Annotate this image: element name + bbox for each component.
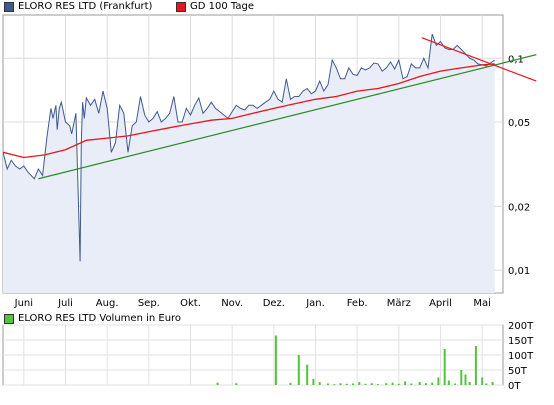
volume-bar (216, 382, 219, 385)
y-tick-label: 0,01 (508, 266, 530, 277)
x-tick-label: Mai (473, 298, 491, 309)
volume-bar (289, 382, 292, 385)
volume-bar (481, 377, 484, 385)
x-tick-label: Nov. (221, 298, 243, 309)
volume-bar (327, 383, 329, 385)
trendline (421, 37, 537, 82)
x-tick-label: Juni (14, 298, 33, 309)
volume-y-tick-label: 150T (508, 336, 534, 347)
volume-bar (345, 383, 348, 385)
volume-bar (410, 383, 413, 385)
volume-bar (397, 383, 400, 385)
volume-bar (454, 383, 457, 385)
volume-bar (418, 382, 421, 385)
volume-bar (391, 382, 394, 385)
volume-bar (318, 382, 321, 385)
trendline (38, 54, 537, 180)
x-tick-label: Dez. (263, 298, 285, 309)
legend-volume: ELORO RES LTD Volumen in Euro (4, 313, 181, 325)
volume-bar (306, 364, 309, 385)
volume-bar (364, 383, 367, 385)
x-tick-label: Okt. (180, 298, 201, 309)
volume-bar (447, 380, 450, 385)
volume-bar (443, 349, 446, 385)
volume-bar (474, 346, 477, 385)
legend-label-ma: GD 100 Tage (190, 1, 254, 12)
volume-bar (312, 379, 315, 385)
volume-y-tick-label: 200T (508, 321, 534, 332)
legend-swatch-price (4, 2, 14, 12)
x-tick-label: Sep. (138, 298, 160, 309)
ma-line (3, 63, 495, 159)
price-line (3, 33, 495, 262)
price-chart: Juni Juli Aug. Sep. Okt. Nov. Dez. Jan. Feb. März… (2, 14, 537, 309)
legend-main-ma: GD 100 Tage (176, 1, 254, 13)
volume-bar (352, 383, 354, 385)
volume-bar (358, 382, 361, 385)
y-tick-label: 0,02 (508, 202, 530, 213)
volume-bar (431, 382, 434, 385)
volume-bar (385, 383, 388, 385)
volume-bar (424, 383, 427, 385)
y-tick-label: 0,05 (508, 118, 530, 129)
volume-bar (370, 383, 373, 385)
volume-bar (437, 377, 440, 385)
legend-swatch-volume (4, 314, 14, 324)
x-tick-label: April (429, 298, 452, 309)
volume-bar (339, 383, 342, 385)
volume-bar (464, 374, 467, 385)
legend-label-price: ELORO RES LTD (Frankfurt) (18, 1, 153, 12)
volume-chart: 0T 50T 100T 150T 200T (2, 321, 534, 392)
volume-bar (468, 382, 471, 385)
x-tick-label: Juli (57, 298, 73, 309)
legend-label-volume: ELORO RES LTD Volumen in Euro (18, 313, 182, 324)
volume-bar (297, 355, 300, 385)
price-area-fill (3, 34, 495, 293)
legend-main-price: ELORO RES LTD (Frankfurt) (4, 1, 152, 13)
volume-bar (404, 381, 407, 385)
legend-swatch-ma (176, 2, 186, 12)
volume-bar (491, 382, 494, 385)
volume-bar (235, 383, 238, 385)
volume-bar (274, 335, 277, 385)
volume-y-tick-label: 50T (508, 366, 528, 377)
x-tick-label: Aug. (96, 298, 119, 309)
x-tick-label: Feb. (347, 298, 368, 309)
volume-bar (485, 383, 488, 385)
volume-bar (333, 384, 336, 385)
x-tick-label: März (387, 298, 411, 309)
volume-bar (377, 384, 379, 385)
volume-y-tick-label: 100T (508, 351, 534, 362)
volume-y-tick-label: 0T (508, 381, 521, 392)
x-tick-label: Jan. (305, 298, 325, 309)
volume-bar (460, 370, 463, 385)
